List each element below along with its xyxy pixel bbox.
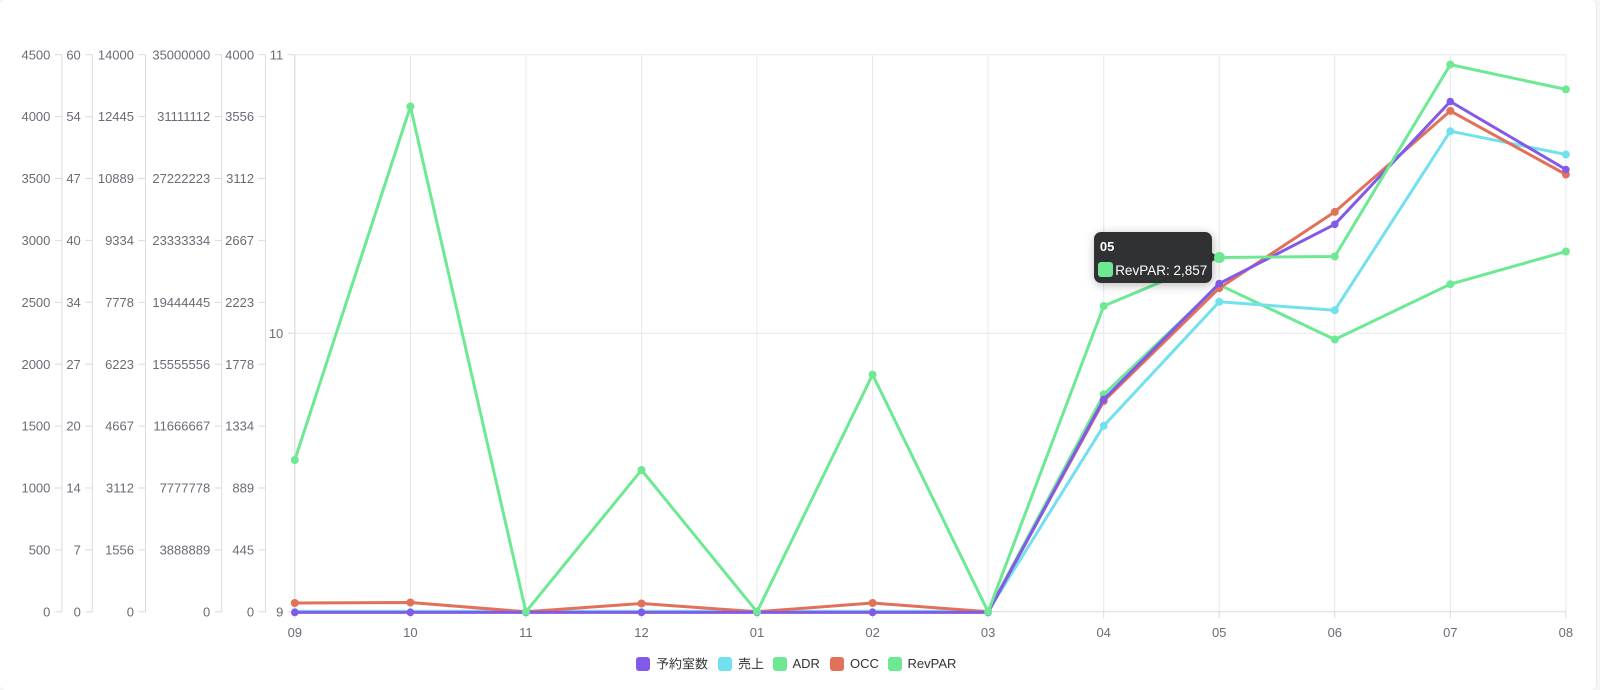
svg-text:2223: 2223 xyxy=(225,295,254,310)
svg-text:23333334: 23333334 xyxy=(152,233,210,248)
svg-text:03: 03 xyxy=(981,625,995,640)
svg-text:07: 07 xyxy=(1443,625,1457,640)
svg-text:7778: 7778 xyxy=(105,295,134,310)
svg-text:2000: 2000 xyxy=(21,357,50,372)
svg-text:35000000: 35000000 xyxy=(152,47,210,62)
svg-text:15555556: 15555556 xyxy=(152,357,210,372)
svg-text:02: 02 xyxy=(865,625,879,640)
svg-text:0: 0 xyxy=(43,604,50,619)
svg-text:0: 0 xyxy=(127,604,134,619)
svg-text:7777778: 7777778 xyxy=(160,481,211,496)
svg-text:34: 34 xyxy=(66,295,80,310)
svg-text:3112: 3112 xyxy=(106,481,134,496)
svg-text:12445: 12445 xyxy=(98,109,134,124)
svg-text:47: 47 xyxy=(66,171,80,186)
svg-text:12: 12 xyxy=(634,625,648,640)
svg-text:10889: 10889 xyxy=(98,171,134,186)
svg-text:0: 0 xyxy=(203,604,210,619)
svg-text:9: 9 xyxy=(276,604,283,619)
svg-text:2667: 2667 xyxy=(225,233,254,248)
svg-text:3000: 3000 xyxy=(21,233,50,248)
svg-text:500: 500 xyxy=(29,543,51,558)
svg-text:14: 14 xyxy=(66,481,80,496)
svg-text:7: 7 xyxy=(74,543,81,558)
svg-text:445: 445 xyxy=(232,543,254,558)
svg-text:31111112: 31111112 xyxy=(157,109,210,124)
svg-text:14000: 14000 xyxy=(98,47,134,62)
svg-text:11666667: 11666667 xyxy=(153,419,210,434)
svg-text:60: 60 xyxy=(66,47,80,62)
svg-text:08: 08 xyxy=(1559,625,1573,640)
svg-text:3556: 3556 xyxy=(225,109,254,124)
svg-text:05: 05 xyxy=(1212,625,1226,640)
svg-text:09: 09 xyxy=(288,625,302,640)
svg-text:889: 889 xyxy=(232,481,254,496)
svg-text:3888889: 3888889 xyxy=(160,543,211,558)
svg-text:4000: 4000 xyxy=(225,47,254,62)
svg-text:3500: 3500 xyxy=(21,171,50,186)
svg-text:10: 10 xyxy=(269,326,283,341)
svg-text:19444445: 19444445 xyxy=(152,295,210,310)
svg-text:06: 06 xyxy=(1328,625,1342,640)
svg-text:4667: 4667 xyxy=(105,419,134,434)
svg-text:54: 54 xyxy=(66,109,80,124)
svg-text:6223: 6223 xyxy=(105,357,134,372)
svg-text:1000: 1000 xyxy=(21,481,50,496)
svg-text:11: 11 xyxy=(270,47,284,62)
svg-text:9334: 9334 xyxy=(105,233,134,248)
svg-text:4000: 4000 xyxy=(21,109,50,124)
svg-text:1334: 1334 xyxy=(225,419,254,434)
svg-text:4500: 4500 xyxy=(21,47,50,62)
svg-text:01: 01 xyxy=(750,625,764,640)
svg-text:10: 10 xyxy=(403,625,417,640)
svg-text:04: 04 xyxy=(1096,625,1110,640)
svg-text:1500: 1500 xyxy=(21,419,50,434)
svg-text:27222223: 27222223 xyxy=(152,171,210,186)
svg-text:0: 0 xyxy=(74,604,81,619)
svg-text:0: 0 xyxy=(247,604,254,619)
svg-text:1778: 1778 xyxy=(225,357,254,372)
svg-text:1556: 1556 xyxy=(105,543,134,558)
svg-text:20: 20 xyxy=(66,419,80,434)
svg-text:27: 27 xyxy=(66,357,80,372)
svg-text:3112: 3112 xyxy=(226,171,254,186)
svg-text:11: 11 xyxy=(519,625,533,640)
svg-text:2500: 2500 xyxy=(21,295,50,310)
svg-text:40: 40 xyxy=(66,233,80,248)
